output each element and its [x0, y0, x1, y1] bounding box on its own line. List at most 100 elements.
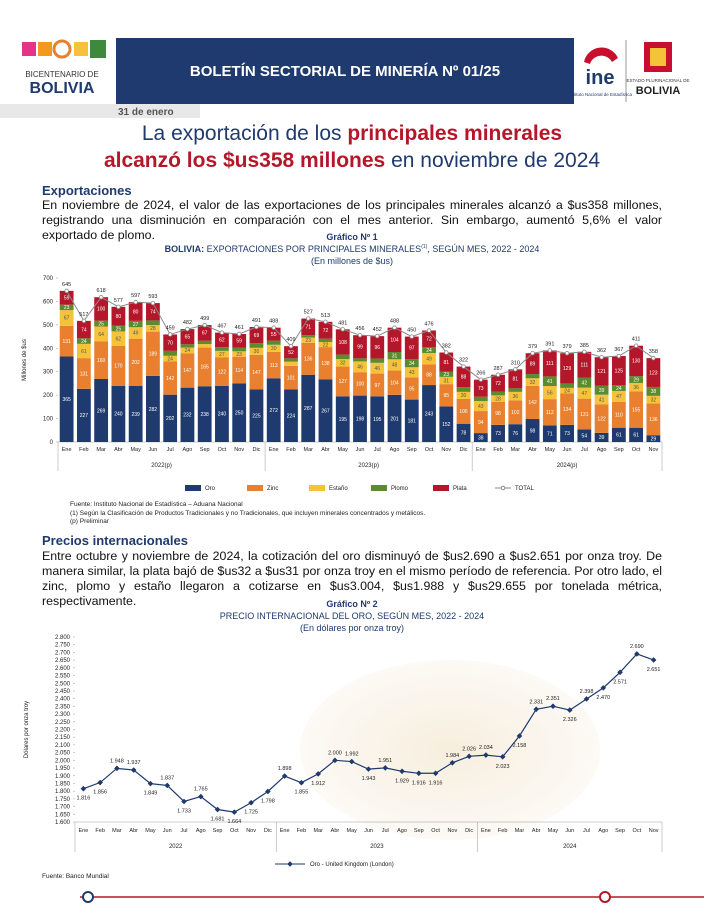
bar-label: 112 [546, 410, 554, 416]
bar-segment [439, 376, 454, 385]
y-axis-label: Millones de $us [22, 339, 28, 381]
logo-text: BICENTENARIO DE [25, 70, 98, 79]
total-marker [409, 334, 414, 339]
x-tick-label: May [130, 447, 141, 453]
subtitle-part: , SEGÚN MES, 2022 - 2024 [427, 244, 540, 254]
total-marker [616, 353, 622, 359]
total-marker [599, 354, 604, 360]
bar-label: 52 [288, 350, 294, 356]
point-marker [315, 771, 321, 777]
bar-label: 240 [218, 412, 227, 418]
bar-label: 71 [547, 431, 553, 437]
bar-label: 54 [582, 433, 588, 439]
bar-segment [163, 350, 178, 356]
bar-label: 76 [513, 431, 519, 437]
point-marker [566, 707, 573, 713]
x-tick-label: Ene [280, 828, 290, 834]
bar-label: 70 [167, 340, 173, 346]
total-marker [513, 367, 518, 372]
bar-segment [180, 329, 195, 345]
bar-segment [111, 345, 126, 386]
bar-segment [249, 326, 264, 344]
bar-label: 62 [116, 336, 122, 342]
state-emblem [650, 48, 666, 66]
bar-segment [508, 391, 523, 401]
point-label: 1.916 [429, 780, 443, 786]
bar-label: 142 [528, 400, 537, 406]
point-marker [164, 782, 171, 789]
y-tick-label: 1.950 [55, 766, 71, 772]
bar-segment [422, 347, 436, 353]
x-tick-label: Mar [511, 447, 521, 453]
y-tick-label: 2.600 [55, 666, 71, 672]
bar-label: 47 [582, 391, 588, 397]
group-label: 2023 [370, 844, 384, 850]
note: (1) Según la Clasificación de Productos … [70, 509, 426, 517]
bar-label: 65 [185, 334, 191, 340]
total-marker [116, 304, 121, 310]
total-label: 491 [252, 318, 261, 324]
bar-segment [163, 361, 178, 395]
bar-segment [611, 390, 626, 402]
bar-segment [456, 398, 471, 424]
notes: Fuente: Instituto Nacional de Estadístic… [70, 501, 425, 527]
chart-unit: (En dólares por onza troy) [299, 623, 405, 633]
bar-segment [266, 340, 281, 345]
bar-label: 195 [339, 417, 348, 423]
bar-segment [473, 401, 488, 412]
bar-segment [197, 344, 212, 348]
bar-segment [353, 372, 367, 396]
total-marker [81, 318, 87, 324]
total-label: 322 [459, 358, 468, 364]
point-label: 2.398 [580, 689, 594, 695]
bar-segment [491, 374, 505, 392]
bar-segment [353, 361, 367, 373]
x-tick-label: Jun [364, 828, 373, 834]
total-marker [547, 348, 553, 353]
bar-label: 29 [651, 436, 657, 442]
bar-label: 134 [563, 407, 572, 413]
x-tick-label: Nov [246, 828, 256, 834]
bar-label: 104 [390, 338, 399, 344]
bar-label: 240 [114, 412, 123, 418]
point-label: 1.849 [144, 791, 158, 797]
x-tick-label: Ago [390, 447, 400, 453]
y-tick-label: 2.150 [55, 735, 71, 741]
bar-segment [473, 379, 488, 397]
total-label: 527 [304, 310, 313, 316]
bar-segment [301, 374, 316, 442]
total-marker [64, 288, 69, 294]
bar-segment [284, 389, 298, 442]
x-tick-label: Mar [112, 828, 122, 834]
point-marker [281, 773, 288, 779]
logo-tile [22, 42, 36, 56]
bar-segment [560, 353, 574, 384]
bar-label: 28 [495, 396, 501, 402]
bar-segment [232, 333, 247, 348]
y-tick-label: 2.050 [55, 751, 71, 757]
x-tick-label: Abr [114, 447, 123, 453]
bar-label: 98 [495, 411, 501, 417]
bar-segment [146, 331, 160, 376]
point-marker [533, 706, 540, 713]
bar-segment [180, 344, 195, 348]
bar-label: 224 [287, 414, 296, 420]
bar-segment [163, 355, 178, 362]
bar-segment [508, 388, 523, 392]
total-marker [167, 332, 173, 337]
bar-segment [128, 302, 143, 321]
point-marker [432, 770, 439, 777]
point-label: 1.725 [244, 810, 258, 816]
x-tick-label: Nov [447, 828, 457, 834]
bar-segment [387, 370, 402, 395]
bar-segment [335, 359, 350, 367]
bar-segment [422, 364, 436, 386]
bar-label: 31 [392, 353, 398, 359]
total-label: 382 [442, 344, 451, 350]
bar-segment [215, 385, 229, 442]
bar-segment [370, 362, 385, 374]
y-tick-label: 600 [43, 299, 54, 305]
bar-label: 201 [390, 416, 399, 422]
logo-tile [52, 39, 72, 59]
